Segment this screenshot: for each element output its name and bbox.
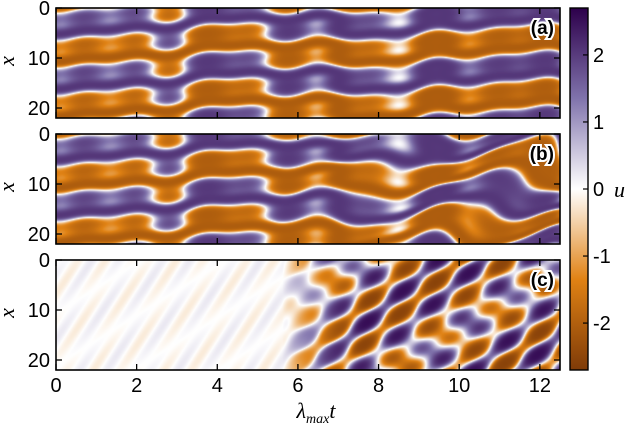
colorbar: 2 1 0 -1 -2 u [569, 7, 625, 371]
colorbar-tick-label-1: 1 [593, 112, 604, 134]
y-tick-label-a-2: 20 [28, 98, 50, 120]
colorbar-tick-label-0: 2 [593, 45, 604, 67]
x-tick-label-1: 2 [131, 375, 142, 397]
panel-b: 0 10 20 x (b) [0, 124, 561, 246]
panel-frame-a [55, 7, 561, 119]
x-tick-label-3: 6 [292, 375, 303, 397]
colorbar-tick-label-2: 0 [593, 179, 604, 201]
heatmap-image-c [56, 260, 560, 370]
colorbar-tick-label-3: -1 [593, 246, 611, 268]
y-axis-label-c: x [0, 308, 19, 319]
heatmap-image-a [56, 8, 560, 118]
panel-tag-a: (a) [531, 18, 554, 39]
colorbar-tick-label-4: -2 [593, 313, 611, 335]
y-tick-label-b-0: 0 [39, 124, 50, 146]
panel-tag-c: (c) [531, 270, 554, 291]
y-tick-label-b-2: 20 [28, 224, 50, 246]
x-axis-label: λmaxt [296, 398, 337, 424]
x-axis-label-tail: t [329, 398, 336, 423]
heatmap-image-b [56, 134, 560, 244]
y-tick-label-a-1: 10 [28, 48, 50, 70]
x-tick-label-5: 10 [448, 375, 470, 397]
panel-a: 0 10 20 x (a) [0, 0, 561, 120]
panel-frame-b [55, 133, 561, 245]
y-tick-label-c-1: 10 [28, 300, 50, 322]
y-tick-label-a-0: 0 [39, 0, 50, 20]
x-tick-label-0: 0 [50, 375, 61, 397]
y-axis-label-b: x [0, 182, 19, 193]
colorbar-label: u [614, 177, 625, 202]
y-tick-label-c-2: 20 [28, 350, 50, 372]
panel-c: 0 10 20 x (c) [0, 250, 561, 372]
panel-tag-b: (b) [530, 144, 554, 165]
panel-frame-c [55, 259, 561, 371]
y-tick-label-b-1: 10 [28, 174, 50, 196]
x-tick-label-4: 8 [373, 375, 384, 397]
panels: 0 10 20 x (a) 0 10 20 x (b) 0 10 20 x (c) [0, 0, 561, 372]
x-tick-label-6: 12 [529, 375, 551, 397]
x-tick-label-2: 4 [212, 375, 223, 397]
x-axis-label-main: λ [296, 398, 307, 423]
x-axis-label-subscript: max [306, 412, 330, 424]
y-tick-label-c-0: 0 [39, 250, 50, 272]
y-axis-label-a: x [0, 56, 19, 67]
x-axis: 0 2 4 6 8 10 12 [50, 375, 551, 397]
